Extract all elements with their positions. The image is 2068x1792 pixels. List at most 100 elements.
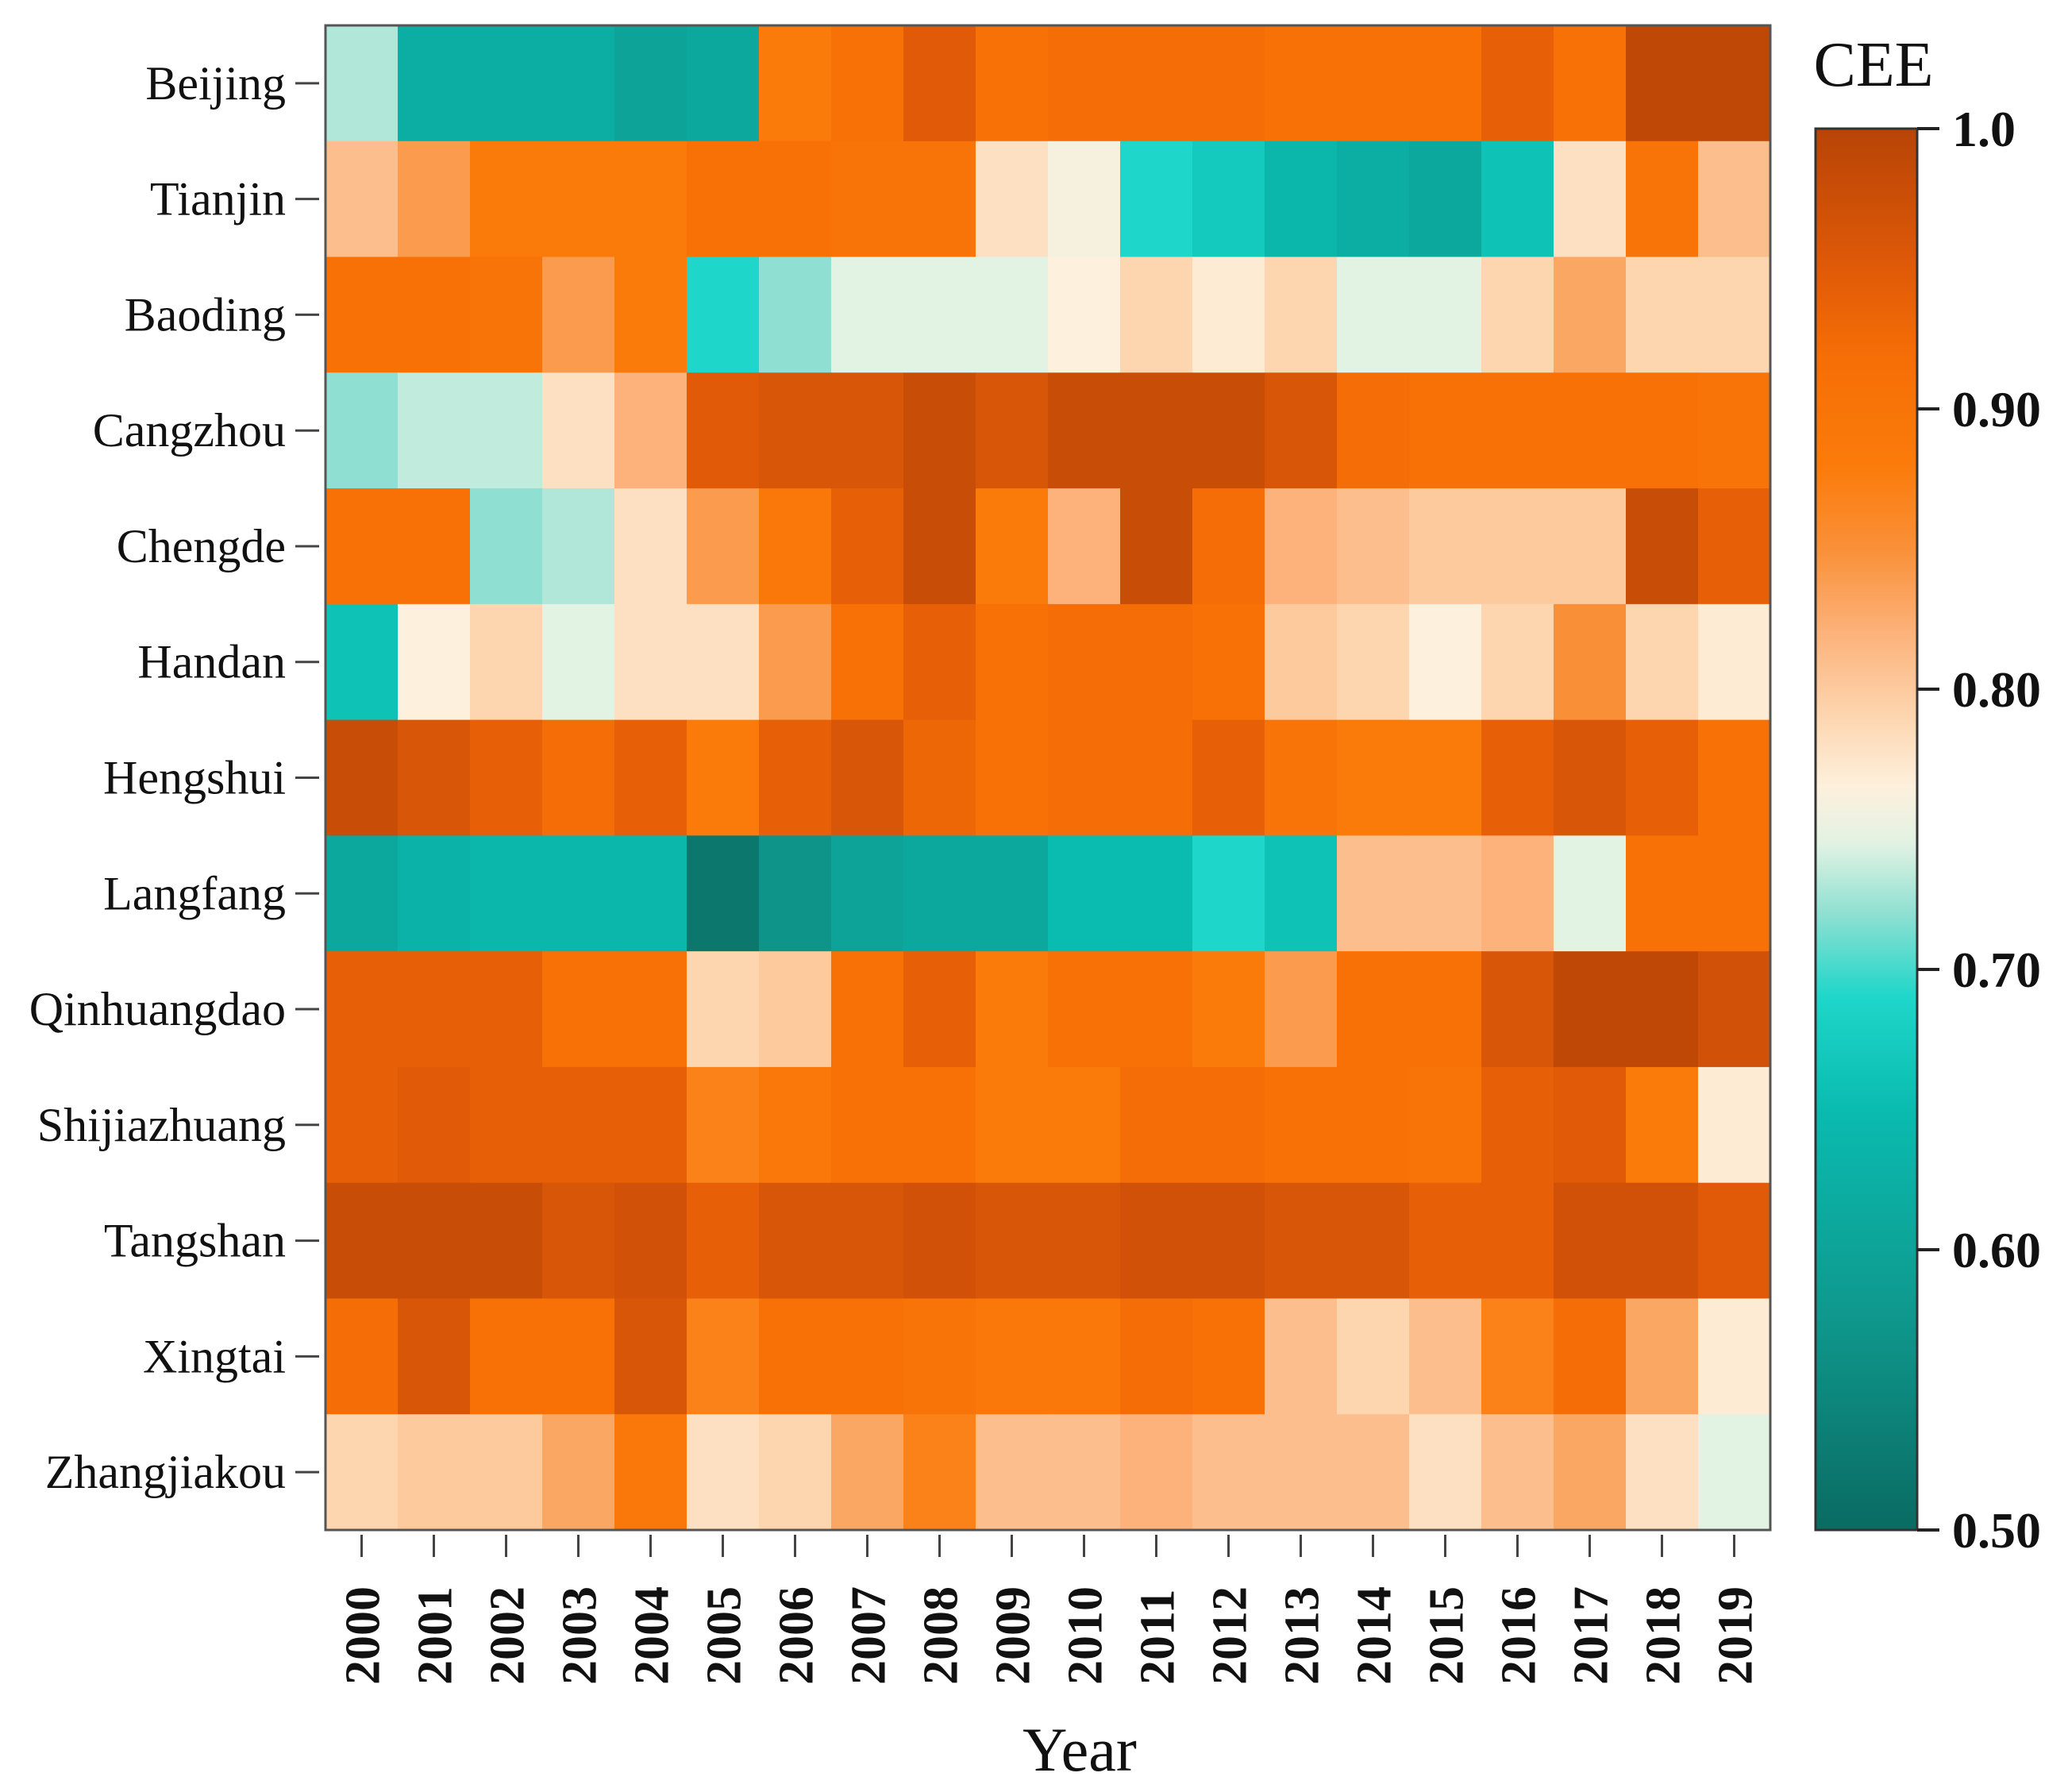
heatmap-cell-langfang-2012 (1192, 835, 1265, 952)
heatmap-cell-qinhuangdao-2000 (325, 951, 399, 1068)
heatmap-cell-baoding-2013 (1265, 256, 1338, 373)
heatmap-cell-zhangjiakou-2006 (759, 1414, 832, 1531)
heatmap-cell-handan-2013 (1265, 603, 1338, 721)
colorbar-title: CEE (1813, 30, 1933, 100)
heatmap-cell-chengde-2018 (1626, 488, 1699, 605)
heatmap-cell-zhangjiakou-2013 (1265, 1414, 1338, 1531)
heatmap-cell-shijiazhuang-2017 (1554, 1066, 1627, 1184)
heatmap-cell-zhangjiakou-2000 (325, 1414, 399, 1531)
heatmap-cell-zhangjiakou-2011 (1120, 1414, 1193, 1531)
heatmap-cell-shijiazhuang-2013 (1265, 1066, 1338, 1184)
heatmap-cell-xingtai-2004 (614, 1298, 687, 1415)
heatmap-cell-cangzhou-2006 (759, 372, 832, 489)
heatmap-cell-shijiazhuang-2008 (903, 1066, 976, 1184)
heatmap-cell-langfang-2007 (831, 835, 904, 952)
heatmap-cell-hengshui-2013 (1265, 719, 1338, 836)
heatmap-cells (325, 25, 1771, 1531)
heatmap-cell-cangzhou-2001 (398, 372, 471, 489)
heatmap-cell-cangzhou-2004 (614, 372, 687, 489)
heatmap-cell-xingtai-2019 (1698, 1298, 1771, 1415)
heatmap-cell-baoding-2007 (831, 256, 904, 373)
heatmap-cell-tianjin-2010 (1048, 141, 1121, 258)
heatmap-cell-cangzhou-2009 (976, 372, 1049, 489)
heatmap-cell-shijiazhuang-2014 (1337, 1066, 1410, 1184)
heatmap-cell-chengde-2010 (1048, 488, 1121, 605)
heatmap-cell-baoding-2008 (903, 256, 976, 373)
heatmap-cell-zhangjiakou-2010 (1048, 1414, 1121, 1531)
heatmap-cell-zhangjiakou-2004 (614, 1414, 687, 1531)
heatmap-cell-shijiazhuang-2019 (1698, 1066, 1771, 1184)
x-tick-label-2013: 2013 (1276, 1586, 1330, 1685)
heatmap-cell-tangshan-2014 (1337, 1182, 1410, 1300)
heatmap-cell-baoding-2005 (687, 256, 760, 373)
heatmap-cell-qinhuangdao-2014 (1337, 951, 1410, 1068)
colorbar-tick-label: 1.0 (1952, 101, 2016, 157)
heatmap-cell-zhangjiakou-2012 (1192, 1414, 1265, 1531)
heatmap-cell-xingtai-2018 (1626, 1298, 1699, 1415)
heatmap-cell-cangzhou-2014 (1337, 372, 1410, 489)
heatmap-cell-tianjin-2008 (903, 141, 976, 258)
x-tick-label-2018: 2018 (1637, 1586, 1691, 1685)
heatmap-cell-zhangjiakou-2008 (903, 1414, 976, 1531)
heatmap-cell-xingtai-2007 (831, 1298, 904, 1415)
heatmap-cell-langfang-2004 (614, 835, 687, 952)
heatmap-cell-tangshan-2006 (759, 1182, 832, 1300)
heatmap-cell-handan-2016 (1481, 603, 1554, 721)
heatmap-cell-hengshui-2000 (325, 719, 399, 836)
y-tick-label-chengde: Chengde (117, 520, 286, 572)
heatmap-cell-qinhuangdao-2010 (1048, 951, 1121, 1068)
heatmap-cell-shijiazhuang-2012 (1192, 1066, 1265, 1184)
heatmap-cell-cangzhou-2013 (1265, 372, 1338, 489)
heatmap-cell-hengshui-2010 (1048, 719, 1121, 836)
heatmap-cell-zhangjiakou-2007 (831, 1414, 904, 1531)
heatmap-cell-qinhuangdao-2003 (542, 951, 615, 1068)
x-tick-label-2017: 2017 (1565, 1586, 1619, 1685)
heatmap-cell-qinhuangdao-2002 (470, 951, 543, 1068)
colorbar-tick-label: 0.80 (1952, 661, 2041, 718)
heatmap-cell-xingtai-2010 (1048, 1298, 1121, 1415)
heatmap-cell-tangshan-2005 (687, 1182, 760, 1300)
heatmap-cell-tianjin-2011 (1120, 141, 1193, 258)
heatmap-cell-beijing-2013 (1265, 25, 1338, 142)
heatmap-cell-cangzhou-2003 (542, 372, 615, 489)
heatmap-cell-tangshan-2003 (542, 1182, 615, 1300)
heatmap-cell-baoding-2019 (1698, 256, 1771, 373)
x-tick-label-2010: 2010 (1059, 1586, 1113, 1685)
y-tick-label-tianjin: Tianjin (150, 173, 286, 225)
heatmap-cell-qinhuangdao-2019 (1698, 951, 1771, 1068)
heatmap-cell-xingtai-2003 (542, 1298, 615, 1415)
heatmap-cell-hengshui-2005 (687, 719, 760, 836)
heatmap-cell-xingtai-2015 (1409, 1298, 1482, 1415)
heatmap-cell-tangshan-2016 (1481, 1182, 1554, 1300)
colorbar-tick-label: 0.90 (1952, 381, 2041, 437)
x-tick-label-2016: 2016 (1492, 1586, 1546, 1685)
heatmap-cell-shijiazhuang-2007 (831, 1066, 904, 1184)
heatmap-cell-qinhuangdao-2017 (1554, 951, 1627, 1068)
heatmap-cell-langfang-2013 (1265, 835, 1338, 952)
heatmap-cell-cangzhou-2005 (687, 372, 760, 489)
heatmap-cell-qinhuangdao-2015 (1409, 951, 1482, 1068)
colorbar-tick-label: 0.50 (1952, 1502, 2041, 1559)
heatmap-cell-xingtai-2016 (1481, 1298, 1554, 1415)
heatmap-cell-cangzhou-2017 (1554, 372, 1627, 489)
heatmap-cell-chengde-2014 (1337, 488, 1410, 605)
heatmap-cell-zhangjiakou-2016 (1481, 1414, 1554, 1531)
x-tick-label-2002: 2002 (481, 1586, 535, 1685)
heatmap-cell-xingtai-2013 (1265, 1298, 1338, 1415)
heatmap-cell-chengde-2004 (614, 488, 687, 605)
heatmap-cell-tangshan-2019 (1698, 1182, 1771, 1300)
heatmap-cell-chengde-2005 (687, 488, 760, 605)
heatmap-cell-tangshan-2012 (1192, 1182, 1265, 1300)
heatmap-cell-baoding-2000 (325, 256, 399, 373)
heatmap-cell-tianjin-2016 (1481, 141, 1554, 258)
heatmap-cell-chengde-2013 (1265, 488, 1338, 605)
heatmap-cell-baoding-2011 (1120, 256, 1193, 373)
heatmap-cell-tangshan-2011 (1120, 1182, 1193, 1300)
heatmap-cell-handan-2004 (614, 603, 687, 721)
y-tick-label-xingtai: Xingtai (143, 1330, 286, 1382)
heatmap-cell-beijing-2015 (1409, 25, 1482, 142)
x-tick-label-2006: 2006 (770, 1586, 824, 1685)
heatmap-cell-cangzhou-2011 (1120, 372, 1193, 489)
x-tick-label-2011: 2011 (1131, 1589, 1185, 1685)
